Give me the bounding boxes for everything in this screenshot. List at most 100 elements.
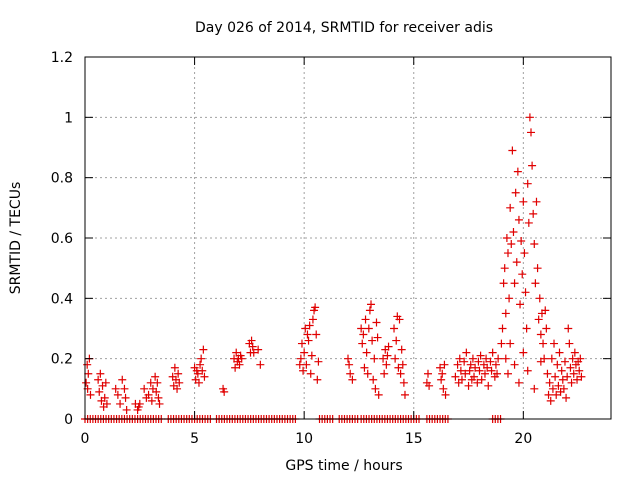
data-point [567, 378, 576, 387]
data-point [525, 113, 534, 122]
data-point [464, 381, 473, 390]
data-point [506, 203, 515, 212]
data-point [497, 339, 506, 348]
data-point [237, 354, 246, 363]
data-point [365, 306, 374, 315]
data-point [440, 360, 449, 369]
data-point [487, 366, 496, 375]
data-point [566, 363, 575, 372]
data-point [391, 354, 400, 363]
data-point [370, 354, 379, 363]
data-point [471, 363, 480, 372]
data-point [577, 372, 586, 381]
data-point [523, 179, 532, 188]
data-point [398, 360, 407, 369]
data-point [369, 375, 378, 384]
data-point [480, 369, 489, 378]
data-point [576, 354, 585, 363]
data-point [519, 197, 528, 206]
data-point [121, 393, 130, 402]
data-point [297, 339, 306, 348]
data-point [396, 369, 405, 378]
data-point [345, 360, 354, 369]
data-point [423, 369, 432, 378]
y-tick-label: 1.2 [51, 50, 73, 66]
data-point [465, 366, 474, 375]
data-point [517, 237, 526, 246]
data-point [508, 146, 517, 155]
data-point [511, 188, 520, 197]
data-point [84, 369, 93, 378]
data-point [249, 348, 258, 357]
x-tick-label: 20 [514, 431, 532, 447]
data-point [509, 227, 518, 236]
data-point [96, 369, 105, 378]
data-point [371, 384, 380, 393]
data-point [460, 357, 469, 366]
data-point [543, 369, 552, 378]
x-tick-label: 0 [81, 431, 90, 447]
data-point [523, 366, 532, 375]
data-point [152, 387, 161, 396]
data-point [154, 393, 163, 402]
data-point [140, 384, 149, 393]
data-point [303, 330, 312, 339]
y-axis-label: SRMTID / TECUs [8, 182, 24, 295]
data-point [194, 378, 203, 387]
data-point [513, 167, 522, 176]
data-point [488, 348, 497, 357]
data-point [502, 234, 511, 242]
data-point [494, 354, 503, 363]
chart-title: Day 026 of 2014, SRMTID for receiver adi… [195, 20, 493, 36]
data-point [544, 390, 553, 399]
data-point [247, 336, 256, 345]
data-point [300, 348, 309, 357]
data-point [503, 249, 512, 258]
tick-labels: 0 0.2 0.4 0.6 0.8 1 1.2 0 5 10 15 20 [51, 50, 533, 447]
data-point [461, 369, 470, 378]
data-point [314, 357, 323, 366]
data-point [569, 369, 578, 378]
data-point [548, 384, 557, 393]
data-point [528, 161, 537, 170]
data-point [111, 384, 120, 393]
data-point [482, 354, 491, 363]
data-point [521, 288, 530, 297]
data-point [535, 294, 544, 303]
data-point [200, 372, 209, 381]
data-point [503, 369, 512, 378]
data-point [524, 218, 533, 227]
data-point [553, 360, 562, 369]
data-point [313, 375, 322, 384]
data-point [563, 372, 572, 381]
data-point [562, 393, 571, 402]
data-point [529, 209, 538, 218]
data-point [348, 375, 357, 384]
data-point [507, 240, 516, 249]
data-point [256, 360, 265, 369]
data-point [346, 369, 355, 378]
data-point [457, 375, 466, 384]
data-point [235, 360, 244, 369]
data-point [344, 354, 352, 363]
data-point [498, 324, 507, 333]
data-point [570, 348, 579, 357]
data-point [372, 318, 381, 327]
data-point [476, 351, 485, 360]
data-point [484, 381, 493, 390]
y-tick-label: 0 [64, 412, 73, 428]
data-point [147, 396, 156, 405]
data-point [438, 369, 447, 378]
data-point [100, 393, 109, 402]
data-point [301, 324, 310, 333]
data-point [120, 384, 129, 393]
data-point [373, 333, 382, 342]
x-tick-label: 10 [295, 431, 313, 447]
data-point [397, 345, 406, 354]
data-point [506, 339, 515, 348]
data-point [531, 279, 540, 288]
data-point [453, 360, 462, 369]
data-point [514, 378, 523, 387]
